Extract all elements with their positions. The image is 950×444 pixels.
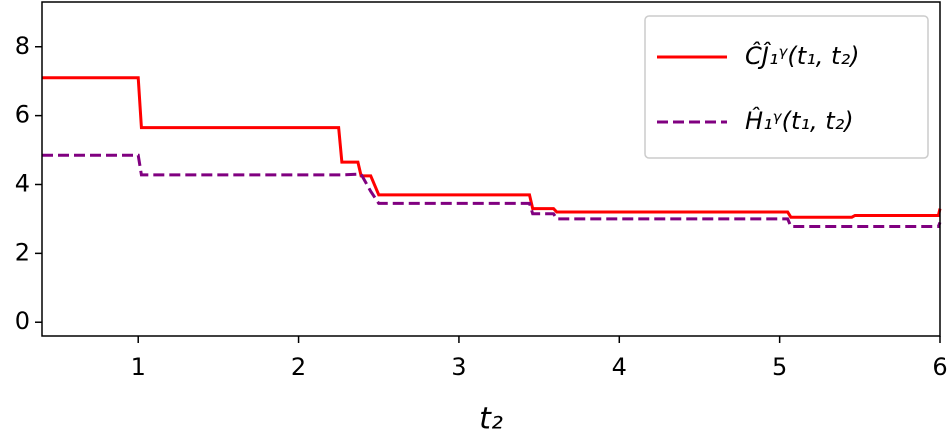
- series-line: [42, 76, 942, 219]
- x-tick-label: 2: [291, 353, 306, 381]
- legend-label: ĈĴ₁ᵞ(t₁, t₂): [745, 40, 859, 70]
- y-tick-label: 0: [15, 307, 30, 335]
- x-tick-label: 4: [612, 353, 627, 381]
- legend-label: Ĥ₁ᵞ(t₁, t₂): [745, 106, 854, 135]
- x-tick-label: 1: [131, 353, 146, 381]
- y-tick-label: 8: [15, 32, 30, 60]
- x-tick-label: 3: [451, 353, 466, 381]
- y-tick-label: 4: [15, 169, 30, 197]
- x-tick-label: 6: [932, 353, 947, 381]
- legend-box: [644, 15, 929, 159]
- x-tick-label: 5: [772, 353, 787, 381]
- series-line: [42, 153, 942, 229]
- plot-frame: [41, 1, 941, 337]
- y-tick-label: 2: [15, 238, 30, 266]
- x-axis-label: t₂: [479, 402, 503, 437]
- y-tick-label: 6: [15, 101, 30, 129]
